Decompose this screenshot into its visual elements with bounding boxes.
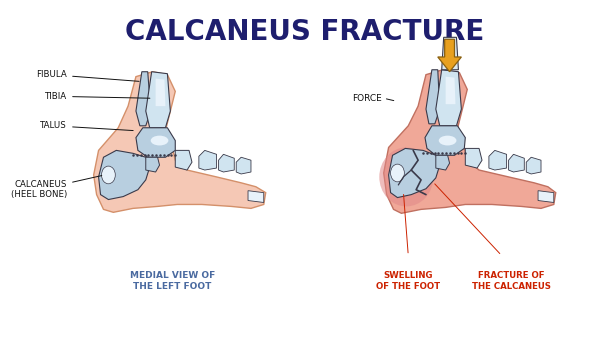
Polygon shape (199, 150, 217, 170)
Polygon shape (248, 191, 264, 203)
Text: TIBIA: TIBIA (45, 92, 150, 101)
Polygon shape (136, 128, 175, 157)
Polygon shape (146, 72, 170, 128)
Text: CALCANEUS
(HEEL BONE): CALCANEUS (HEEL BONE) (11, 176, 102, 199)
Text: MEDIAL VIEW OF
THE LEFT FOOT: MEDIAL VIEW OF THE LEFT FOOT (130, 271, 215, 291)
Ellipse shape (101, 166, 115, 184)
Ellipse shape (151, 136, 169, 146)
Ellipse shape (439, 136, 457, 146)
Ellipse shape (379, 147, 433, 206)
Polygon shape (438, 39, 461, 72)
Polygon shape (446, 77, 455, 104)
Polygon shape (425, 126, 466, 155)
Polygon shape (426, 70, 440, 124)
Polygon shape (136, 72, 151, 126)
Text: FRACTURE OF
THE CALCANEUS: FRACTURE OF THE CALCANEUS (472, 271, 551, 291)
Polygon shape (466, 148, 482, 168)
Polygon shape (383, 70, 556, 213)
Text: SWELLING
OF THE FOOT: SWELLING OF THE FOOT (376, 271, 440, 291)
Polygon shape (489, 150, 506, 170)
Text: FIBULA: FIBULA (37, 70, 139, 81)
Polygon shape (526, 157, 541, 174)
Polygon shape (389, 148, 440, 198)
Polygon shape (146, 157, 160, 172)
Polygon shape (236, 157, 251, 174)
Polygon shape (509, 154, 524, 172)
Polygon shape (98, 150, 150, 199)
Text: FORCE: FORCE (352, 94, 382, 103)
Polygon shape (175, 150, 192, 170)
Text: TALUS: TALUS (40, 121, 133, 130)
Polygon shape (94, 72, 266, 212)
Polygon shape (436, 155, 449, 170)
Polygon shape (218, 154, 234, 172)
Polygon shape (155, 79, 166, 106)
Ellipse shape (391, 164, 404, 182)
Polygon shape (442, 37, 458, 70)
Polygon shape (538, 191, 554, 203)
Ellipse shape (397, 163, 419, 183)
Polygon shape (436, 70, 461, 126)
Text: CALCANEUS FRACTURE: CALCANEUS FRACTURE (125, 18, 485, 46)
